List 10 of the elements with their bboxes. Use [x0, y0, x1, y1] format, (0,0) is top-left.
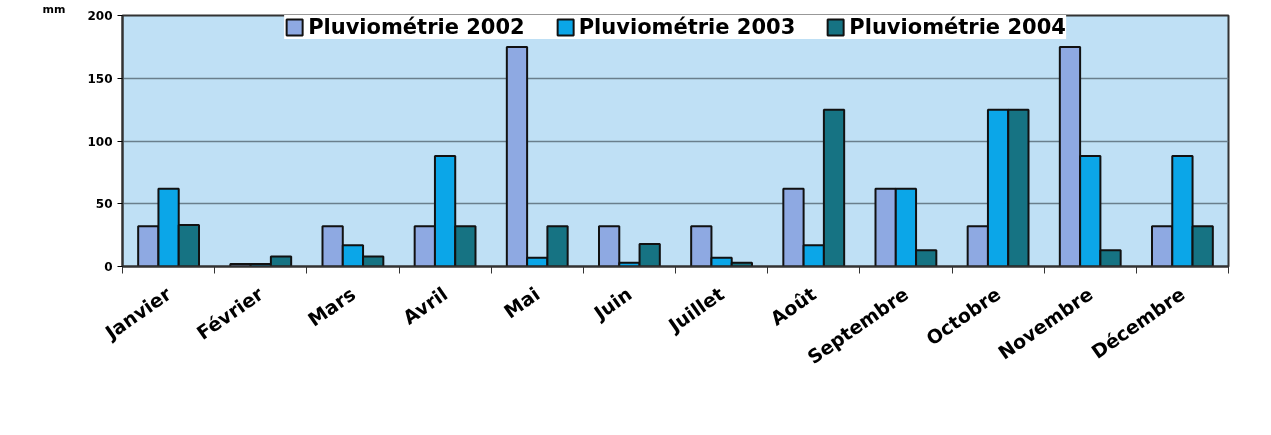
y-tick-label: 100: [87, 134, 113, 149]
x-tick-label: Mai: [499, 282, 544, 323]
y-axis-title: mm: [42, 2, 66, 16]
legend-label: Pluviométrie 2003: [578, 15, 796, 39]
y-tick-label: 150: [87, 71, 113, 86]
legend-label: Pluviométrie 2004: [849, 15, 1066, 39]
y-tick-label: 50: [95, 197, 113, 212]
y-tick-label: 200: [87, 9, 113, 23]
legend-label: Pluviométrie 2002: [308, 15, 525, 39]
y-tick-label: 0: [104, 260, 113, 274]
